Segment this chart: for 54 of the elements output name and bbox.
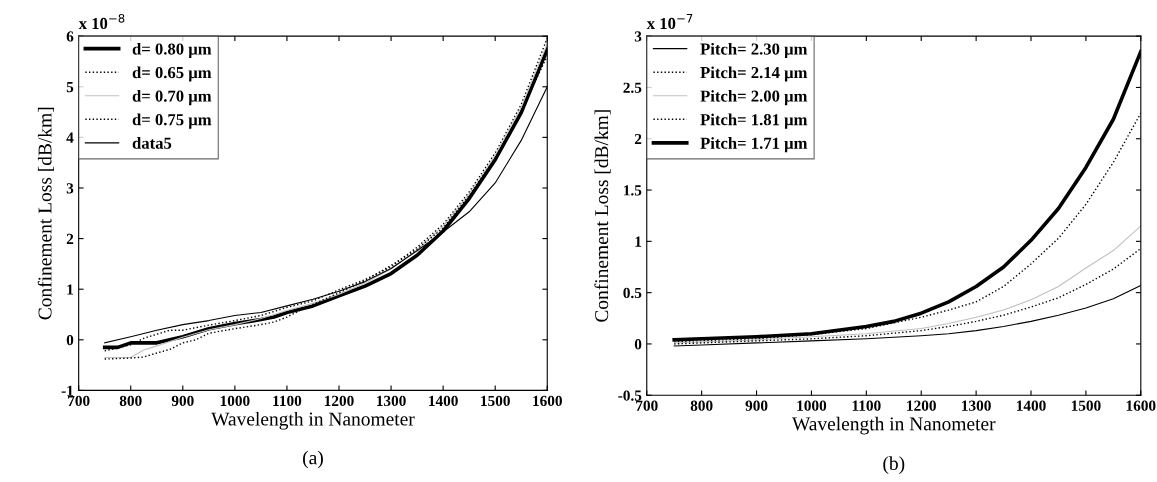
x-tick-label: 1600 [1126,400,1156,411]
y-tick-label: 2.5 [623,82,642,93]
y-tick-label: 1.5 [624,185,642,196]
x-tick-label: 900 [745,400,768,411]
legend-label: Pitch= 1.71 μm [700,137,808,153]
x-tick-label: 1500 [481,395,510,407]
x-tick-label: 800 [119,395,142,407]
y-tick-label: 4 [66,132,74,143]
legend-label: data5 [132,137,172,149]
x-tick-label: 900 [171,395,194,407]
y-tick-label: 2 [634,133,642,145]
x-tick-label: 1400 [429,395,458,407]
text: (a) [303,450,323,469]
legend-label: d= 0.75 μm [132,113,212,129]
x-tick-label: 1600 [533,395,562,407]
x-tick-label: 1500 [1071,400,1101,411]
x-tick-label: 1000 [220,395,250,407]
legend-label: d= 0.65 μm [132,66,212,82]
legend-label: d= 0.80 μm [132,42,212,59]
x-tick-label: 1200 [324,395,354,407]
legend-label: d= 0.70 μm [132,90,212,106]
text: (b) [883,456,905,474]
y-tick-label: 1 [67,284,74,295]
x-tick-label: 1000 [797,400,827,411]
legend-label: Pitch= 2.00 μm [700,90,808,106]
x-tick-label: 1100 [852,400,881,411]
y-tick-label: -0.5 [618,390,642,401]
y-tick-label: 1 [635,236,642,247]
text: x 10$^{−7}$ [646,14,693,30]
legend-label: Pitch= 2.14 μm [700,66,808,82]
x-tick-label: 700 [636,400,658,411]
x-axis-title: Wavelength in Nanometer [211,411,415,430]
y-tick-label: 0.5 [623,287,642,299]
y-tick-label: -1 [61,385,74,396]
x-tick-label: 1200 [907,400,936,411]
x-tick-label: 1100 [273,395,302,407]
x-tick-label: 1300 [377,395,406,407]
legend-label: Pitch= 1.81 μm [700,113,808,129]
x-axis-title: Wavelength in Nanometer [791,416,996,435]
x-tick-label: 1300 [962,400,991,411]
y-axis-title: Confinement Loss [dB/km] [594,110,611,322]
y-tick-label: 2 [66,233,74,244]
y-tick-label: 6 [66,31,74,42]
y-tick-label: 0 [66,334,74,346]
x-tick-label: 1400 [1016,400,1046,411]
x-tick-label: 700 [68,395,90,407]
x-tick-label: 800 [690,400,713,411]
text: x 10$^{−8}$ [78,13,125,30]
legend-label: Pitch= 2.30 μm [700,42,808,59]
y-tick-label: 0 [634,339,642,350]
y-tick-label: 5 [66,82,74,93]
y-tick-label: 3 [66,183,74,194]
y-tick-label: 3 [634,31,642,42]
y-axis-title: Confinement Loss [dB/km] [37,107,54,320]
